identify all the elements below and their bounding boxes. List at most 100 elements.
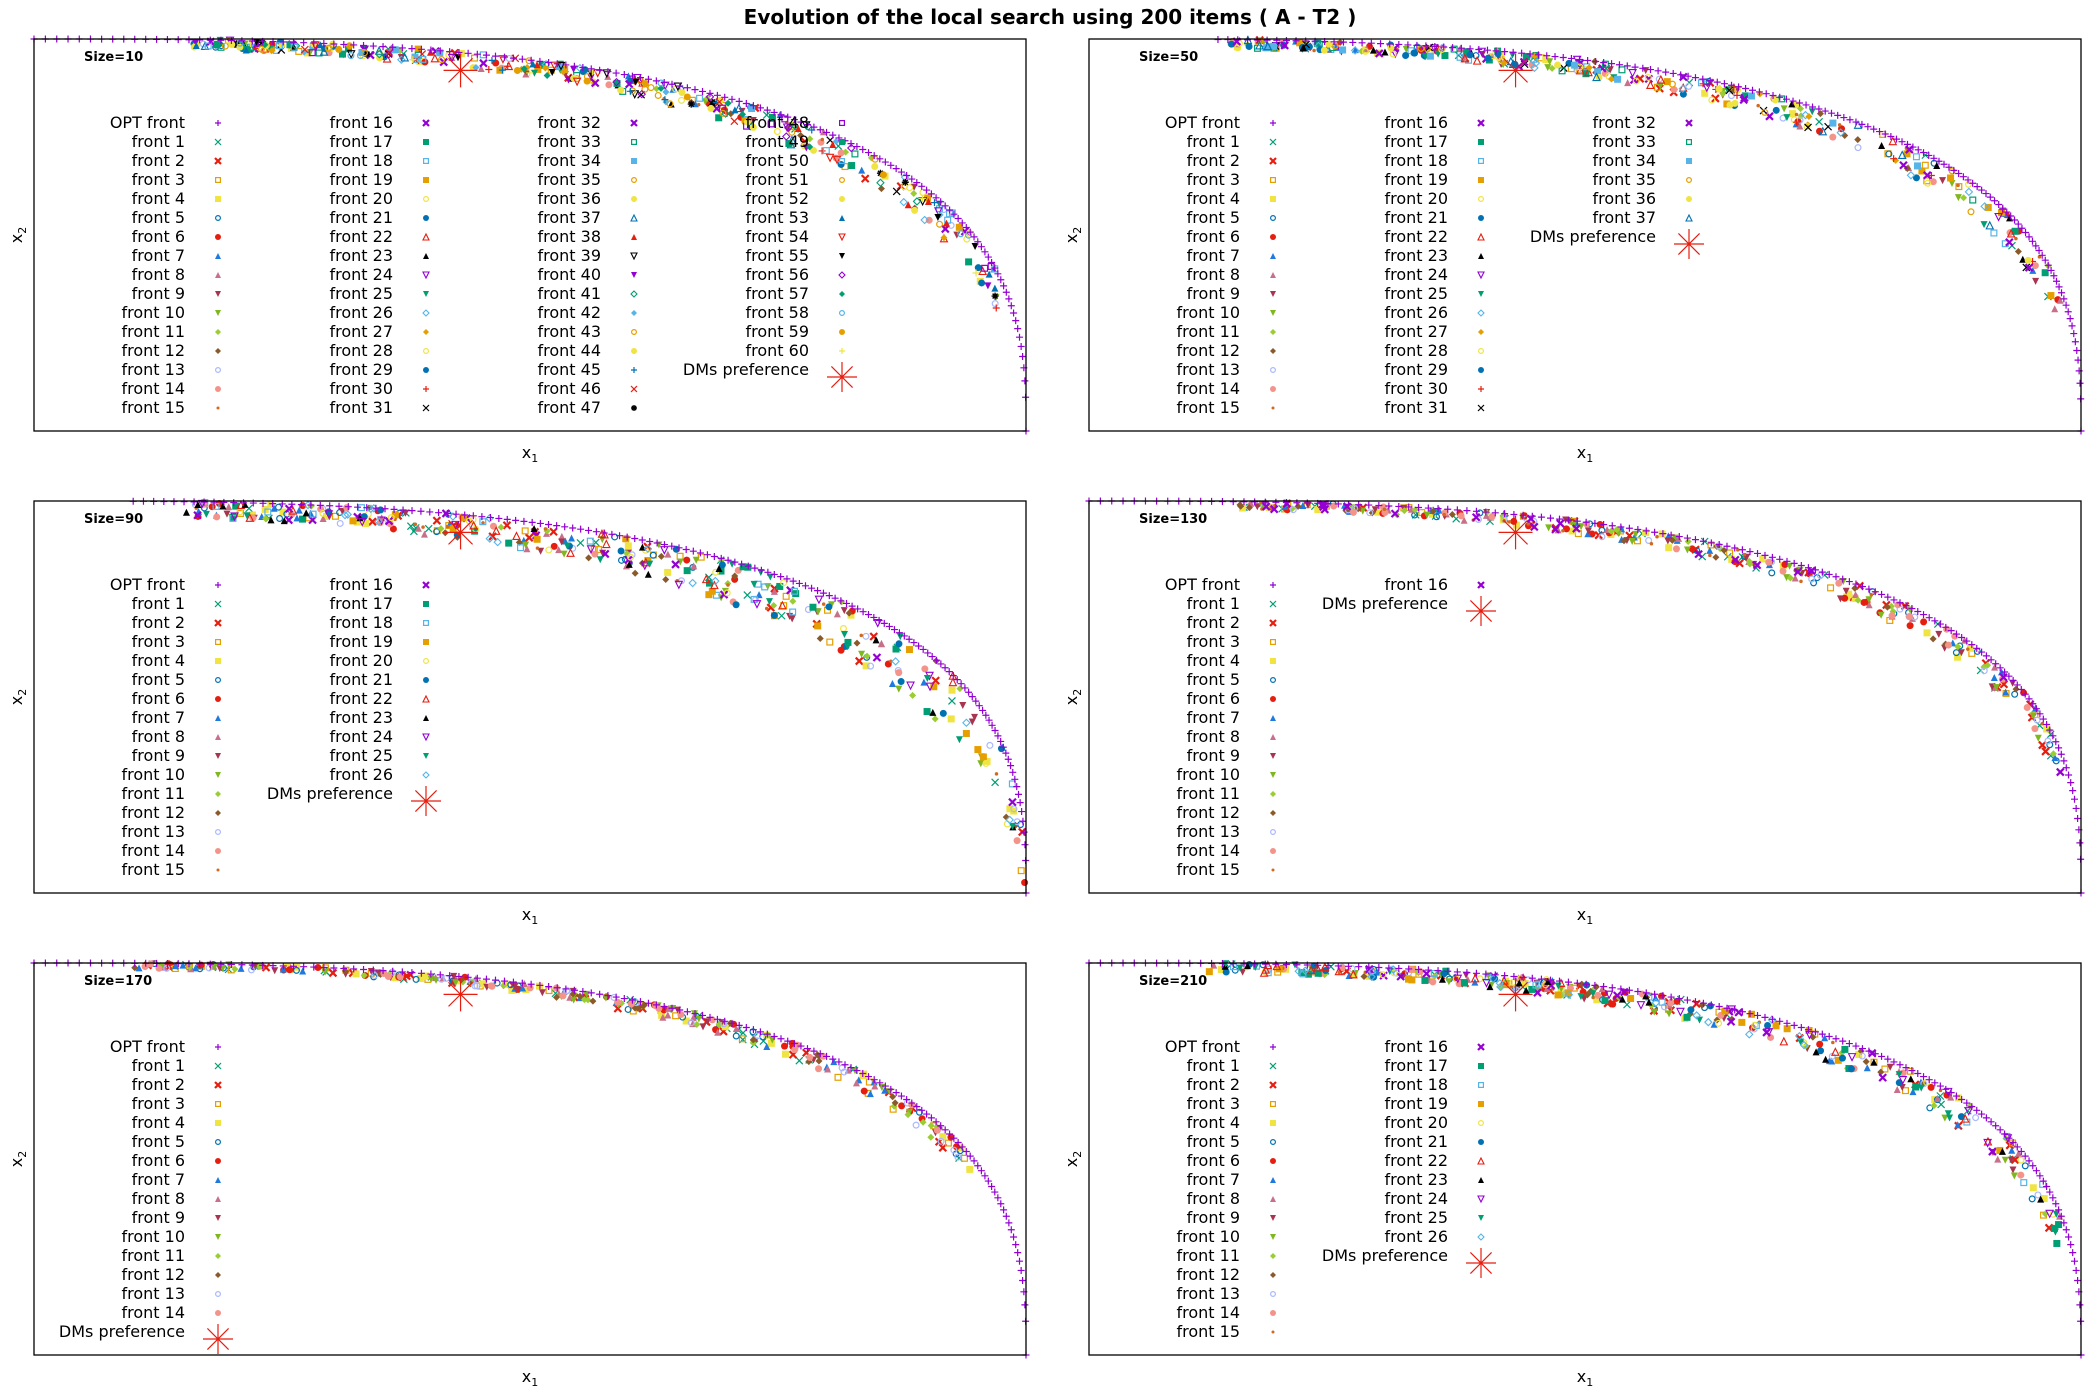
front-point <box>374 517 383 526</box>
opt-front-point <box>2009 1139 2017 1147</box>
front-point <box>845 609 853 617</box>
opt-front-point <box>1731 544 1739 552</box>
legend-entry: front 6 <box>1187 227 1276 246</box>
opt-front-point <box>965 688 973 696</box>
legend-label: front 6 <box>132 1151 185 1170</box>
front-point <box>943 219 951 227</box>
front-point <box>225 503 233 511</box>
front-point <box>538 989 546 997</box>
front-point <box>1665 1010 1673 1018</box>
opt-front-point <box>2022 229 2030 237</box>
legend-entry: front 26 <box>329 303 430 322</box>
front-point <box>872 636 880 644</box>
legend-label: front 52 <box>745 189 809 208</box>
opt-front-point <box>1453 506 1461 514</box>
legend-entry: front 17 <box>1384 1056 1484 1075</box>
front-point <box>264 508 272 516</box>
legend-label: front 60 <box>745 341 809 360</box>
front-point <box>1522 53 1530 61</box>
front-point <box>803 122 813 131</box>
opt-front-point <box>1973 644 1981 652</box>
front-point <box>1263 960 1273 969</box>
front-point <box>416 975 424 983</box>
opt-front-point <box>290 38 298 46</box>
front-point <box>622 535 630 543</box>
legend-marker <box>215 676 222 683</box>
opt-front-point <box>1592 57 1600 65</box>
opt-front-point <box>892 165 900 173</box>
front-point <box>430 53 440 63</box>
opt-front-point <box>561 523 569 531</box>
legend-label: front 24 <box>329 265 393 284</box>
opt-front-point <box>1890 596 1898 604</box>
opt-front-point <box>1996 664 2004 672</box>
opt-front-point <box>2001 668 2009 676</box>
opt-front-point <box>950 210 958 218</box>
front-point <box>1445 978 1453 986</box>
front-point <box>2038 740 2047 750</box>
front-point <box>1877 611 1885 619</box>
front-point <box>726 583 730 587</box>
front-point <box>502 521 512 530</box>
opt-front-point <box>482 975 490 983</box>
front-point <box>1528 61 1536 69</box>
legend-entry: front 7 <box>132 1170 221 1189</box>
front-point <box>1664 537 1672 545</box>
opt-front-point <box>2025 695 2033 703</box>
legend-label: front 15 <box>1176 860 1240 879</box>
front-point <box>1779 1036 1789 1046</box>
front-point <box>895 640 903 648</box>
front-point <box>624 79 634 89</box>
front-point <box>521 527 529 535</box>
front-point <box>1589 990 1597 998</box>
opt-front-point <box>2014 220 2022 228</box>
legend-entry: front 24 <box>1384 1189 1485 1208</box>
front-point <box>1607 75 1615 83</box>
legend-label: front 14 <box>121 379 185 398</box>
front-point <box>1803 123 1811 131</box>
front-point <box>1325 40 1333 48</box>
front-point <box>1702 83 1712 93</box>
front-point <box>1964 1107 1974 1116</box>
opt-front-point <box>436 47 444 55</box>
front-point <box>912 1121 920 1129</box>
front-point <box>719 590 729 599</box>
front-point <box>1564 990 1574 999</box>
opt-front-point <box>1754 549 1762 557</box>
opt-front-point <box>340 964 348 972</box>
opt-front-point <box>1000 1206 1008 1214</box>
legend-marker <box>214 1062 222 1070</box>
front-point <box>1442 512 1446 517</box>
legend-entry: front 15 <box>1176 1322 1275 1341</box>
front-point <box>543 527 548 531</box>
front-point <box>271 967 279 975</box>
front-point <box>1783 1025 1791 1033</box>
legend-marker <box>422 733 430 742</box>
opt-front-point <box>1002 749 1010 757</box>
opt-front-point <box>803 121 811 129</box>
front-point <box>1721 1007 1729 1015</box>
legend-entry: front 12 <box>121 1265 221 1284</box>
front-point <box>1542 56 1550 64</box>
legend-marker <box>1270 1044 1276 1050</box>
opt-front-point <box>1345 500 1353 508</box>
opt-front-point <box>1444 505 1452 513</box>
opt-front-point <box>1738 546 1746 554</box>
legend-marker <box>1478 367 1484 373</box>
opt-front-point <box>937 198 945 206</box>
legend-entry: front 6 <box>132 227 221 246</box>
opt-front-point <box>1878 590 1886 598</box>
legend-marker <box>839 139 845 145</box>
front-point <box>1801 110 1810 120</box>
front-point <box>308 49 316 57</box>
front-point <box>537 547 545 555</box>
front-point <box>910 190 918 198</box>
opt-front-point <box>2065 771 2073 779</box>
legend-label: front 16 <box>1384 575 1448 594</box>
opt-front-point <box>369 966 377 974</box>
front-point <box>806 143 814 151</box>
legend-marker <box>215 1215 221 1221</box>
opt-front-point <box>1608 60 1616 68</box>
front-point <box>1390 49 1400 59</box>
front-point <box>437 975 445 983</box>
